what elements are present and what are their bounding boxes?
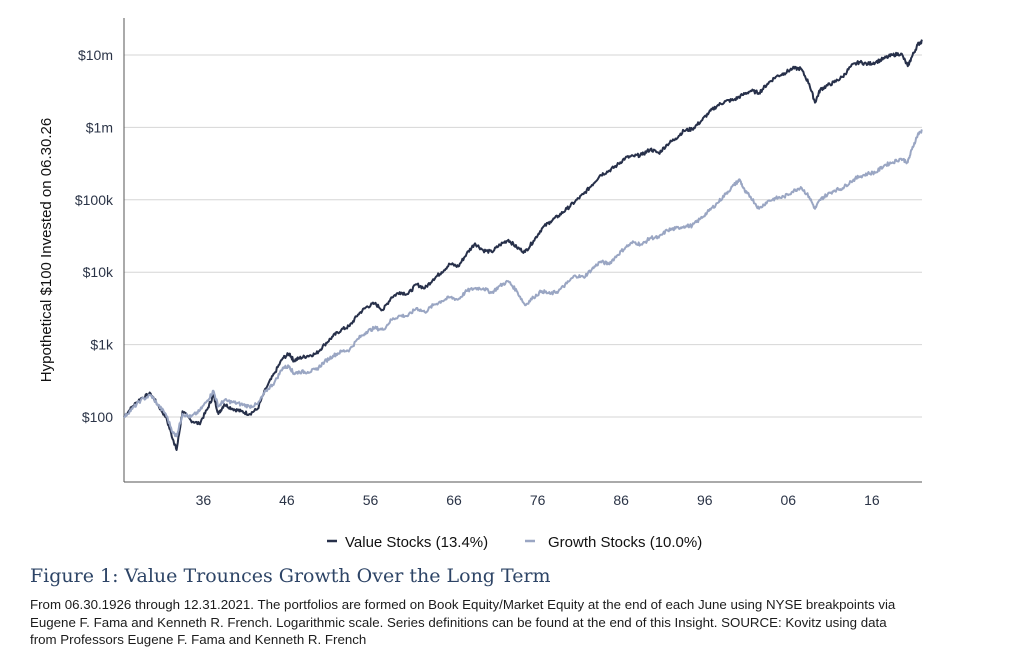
legend-label: Value Stocks (13.4%) (345, 534, 488, 551)
gridlines (124, 54, 922, 418)
x-tick-label: 16 (864, 492, 880, 508)
value-stocks-line (123, 39, 923, 451)
x-tick-label: 86 (613, 492, 629, 508)
y-tick-label: $100k (75, 192, 114, 208)
y-tick-label: $10k (83, 264, 114, 280)
y-tick-label: $1k (90, 337, 114, 353)
x-tick-labels: 36 46 56 66 76 86 96 06 16 (196, 492, 880, 508)
legend-label: Growth Stocks (10.0%) (548, 534, 702, 551)
y-tick-label: $100 (82, 409, 113, 425)
x-tick-label: 76 (530, 492, 546, 508)
chart: $100 $1k $10k $100k $1m $10m 36 46 56 66 76 86 96 06… (38, 18, 923, 551)
growth-stocks-line (123, 129, 923, 438)
x-tick-label: 66 (446, 492, 462, 508)
y-tick-labels: $100 $1k $10k $100k $1m $10m (75, 47, 114, 425)
x-tick-label: 36 (196, 492, 212, 508)
y-tick-label: $1m (86, 119, 113, 135)
y-axis-label: Hypothetical $100 Invested on 06.30.26 (38, 118, 55, 382)
figure-title: Figure 1: Value Trounces Growth Over the… (30, 565, 551, 587)
x-tick-label: 96 (697, 492, 713, 508)
series-lines (123, 39, 923, 451)
x-tick-label: 06 (781, 492, 797, 508)
figure-caption: From 06.30.1926 through 12.31.2021. The … (30, 597, 896, 647)
legend: Value Stocks (13.4%) Growth Stocks (10.0%… (327, 534, 702, 551)
x-tick-label: 56 (363, 492, 379, 508)
x-tick-label: 46 (279, 492, 295, 508)
y-tick-label: $10m (78, 47, 113, 63)
